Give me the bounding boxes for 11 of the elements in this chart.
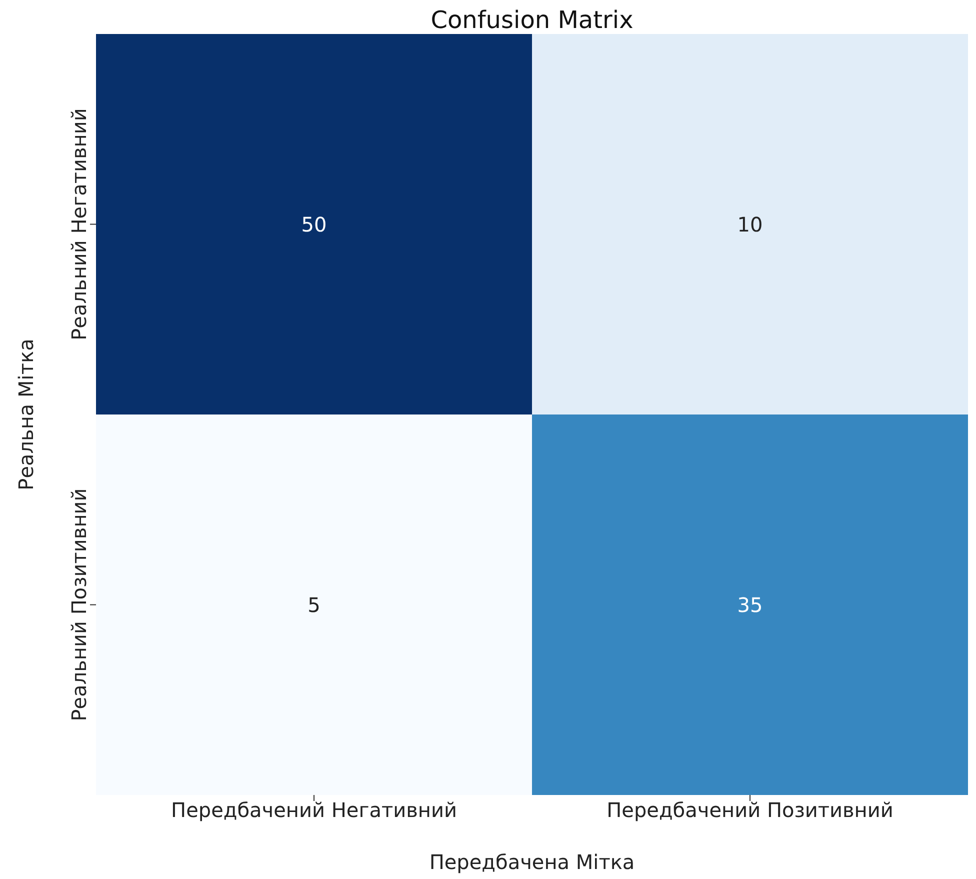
data-label: 5	[308, 592, 320, 617]
x-axis-title: Передбачена Мітка	[429, 850, 635, 874]
y-tick-label: Реальний Позитивний	[67, 488, 91, 722]
data-label: 50	[301, 212, 327, 236]
chart-title: Confusion Matrix	[430, 6, 634, 34]
data-label: 10	[737, 212, 763, 236]
y-tick-label: Реальний Негативний	[67, 108, 91, 340]
data-label: 35	[737, 592, 763, 617]
x-tick-label: Передбачений Негативний	[171, 798, 457, 822]
y-axis-title: Реальна Мітка	[14, 338, 38, 490]
x-tick-label: Передбачений Позитивний	[606, 798, 894, 822]
